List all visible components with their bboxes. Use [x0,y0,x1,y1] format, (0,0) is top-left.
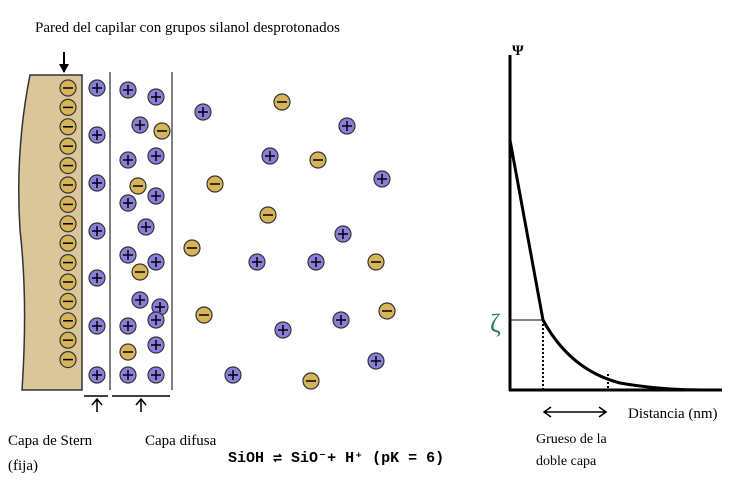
diffuse-label: Capa difusa [145,433,217,449]
layer-pointers [91,397,147,412]
x-axis-label: Distancia (nm) [628,406,718,422]
stern-label: Capa de Stern [8,433,93,449]
thickness-label-2: doble capa [536,454,597,469]
wall-arrow-head [59,64,69,73]
psi-label: Ψ [512,43,524,59]
equation: SiOH ⇌ SiO⁻+ H⁺ (pK = 6) [228,450,444,467]
thickness-arrow [542,406,608,418]
potential-curve [508,139,706,392]
stern-note: (fija) [8,458,38,474]
ions [59,79,396,390]
title: Pared del capilar con grupos silanol des… [35,20,340,36]
thickness-label-1: Grueso de la [536,432,608,447]
zeta-label: ζ [490,309,501,338]
